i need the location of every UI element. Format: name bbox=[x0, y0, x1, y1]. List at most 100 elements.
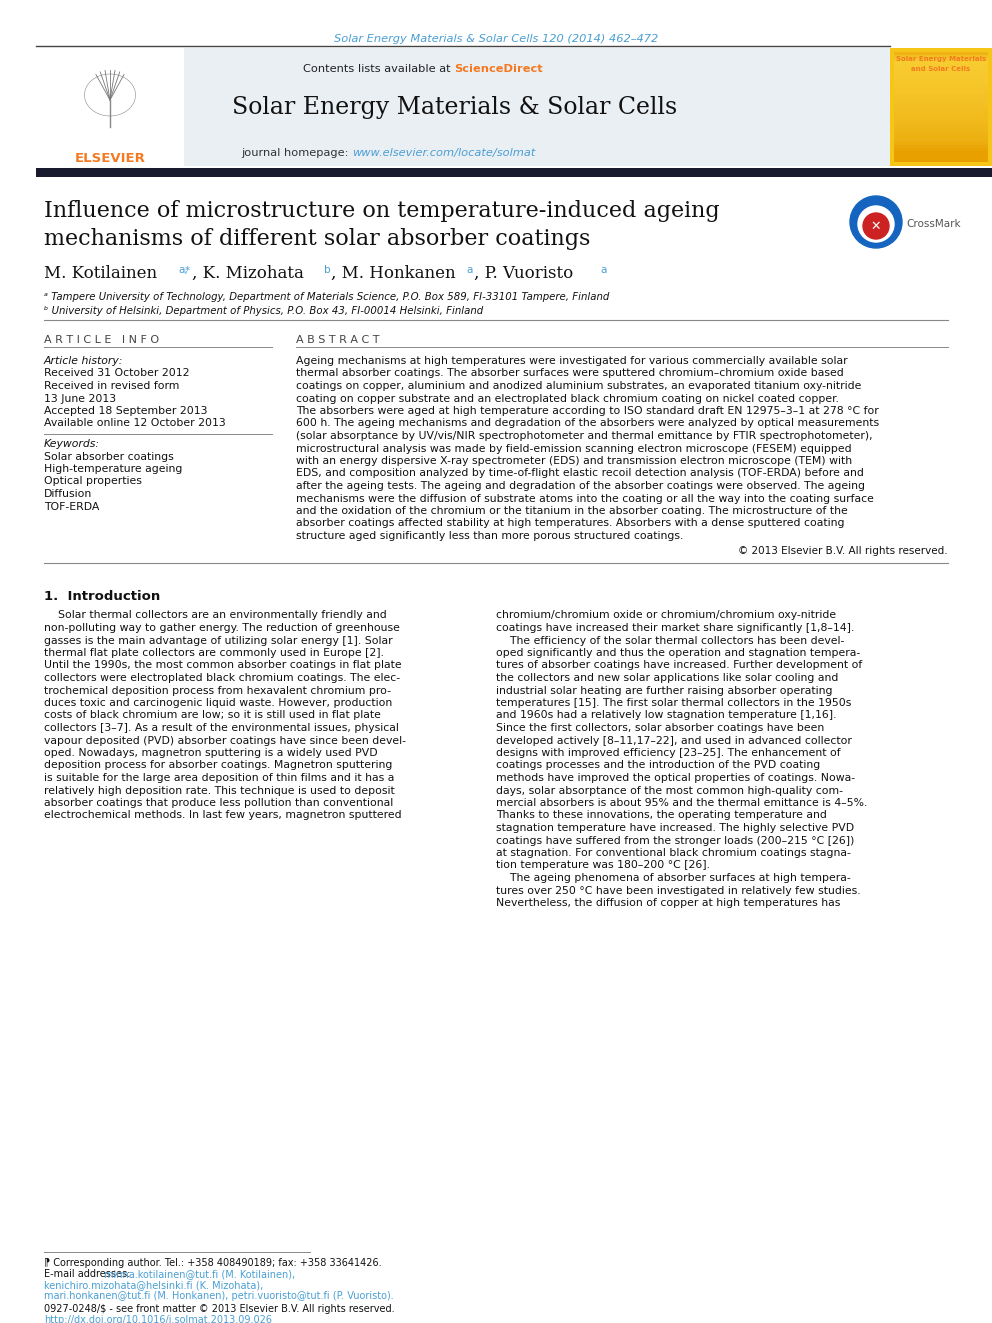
Text: coatings on copper, aluminium and anodized aluminium substrates, an evaporated t: coatings on copper, aluminium and anodiz… bbox=[296, 381, 861, 392]
Text: days, solar absorptance of the most common high-quality com-: days, solar absorptance of the most comm… bbox=[496, 786, 843, 795]
Text: ⁋ Corresponding author. Tel.: +358 408490189; fax: +358 33641426.: ⁋ Corresponding author. Tel.: +358 40849… bbox=[44, 1258, 382, 1267]
Text: Received in revised form: Received in revised form bbox=[44, 381, 180, 392]
Text: CrossMark: CrossMark bbox=[906, 220, 960, 229]
Text: developed actively [8–11,17–22], and used in advanced collector: developed actively [8–11,17–22], and use… bbox=[496, 736, 852, 745]
Text: a,: a, bbox=[178, 265, 187, 275]
Text: Optical properties: Optical properties bbox=[44, 476, 142, 487]
Text: coatings processes and the introduction of the PVD coating: coatings processes and the introduction … bbox=[496, 761, 820, 770]
Text: and the oxidation of the chromium or the titanium in the absorber coating. The m: and the oxidation of the chromium or the… bbox=[296, 505, 848, 516]
Text: A B S T R A C T: A B S T R A C T bbox=[296, 335, 380, 345]
Text: thermal absorber coatings. The absorber surfaces were sputtered chromium–chromiu: thermal absorber coatings. The absorber … bbox=[296, 369, 844, 378]
Text: tures over 250 °C have been investigated in relatively few studies.: tures over 250 °C have been investigated… bbox=[496, 885, 861, 896]
Text: b: b bbox=[324, 265, 330, 275]
Bar bbox=[894, 52, 988, 64]
Bar bbox=[894, 79, 988, 91]
Text: industrial solar heating are further raising absorber operating: industrial solar heating are further rai… bbox=[496, 685, 832, 696]
Bar bbox=[894, 118, 988, 130]
Text: Article history:: Article history: bbox=[44, 356, 123, 366]
Text: at stagnation. For conventional black chromium coatings stagna-: at stagnation. For conventional black ch… bbox=[496, 848, 851, 859]
Text: Solar absorber coatings: Solar absorber coatings bbox=[44, 451, 174, 462]
Text: designs with improved efficiency [23–25]. The enhancement of: designs with improved efficiency [23–25]… bbox=[496, 747, 840, 758]
Bar bbox=[894, 139, 988, 151]
Text: oped. Nowadays, magnetron sputtering is a widely used PVD: oped. Nowadays, magnetron sputtering is … bbox=[44, 747, 378, 758]
Text: chromium/chromium oxide or chromium/chromium oxy-nitride: chromium/chromium oxide or chromium/chro… bbox=[496, 610, 836, 620]
Text: ᵇ University of Helsinki, Department of Physics, P.O. Box 43, FI-00014 Helsinki,: ᵇ University of Helsinki, Department of … bbox=[44, 306, 483, 316]
Bar bbox=[894, 58, 988, 70]
Text: trochemical deposition process from hexavalent chromium pro-: trochemical deposition process from hexa… bbox=[44, 685, 391, 696]
Bar bbox=[890, 48, 992, 165]
Bar bbox=[894, 103, 988, 115]
Text: Until the 1990s, the most common absorber coatings in flat plate: Until the 1990s, the most common absorbe… bbox=[44, 660, 402, 671]
Text: www.elsevier.com/locate/solmat: www.elsevier.com/locate/solmat bbox=[352, 148, 536, 157]
Bar bbox=[894, 75, 988, 89]
Bar bbox=[894, 130, 988, 142]
Text: (solar absorptance by UV/vis/NIR spectrophotometer and thermal emittance by FTIR: (solar absorptance by UV/vis/NIR spectro… bbox=[296, 431, 873, 441]
Text: Solar Energy Materials & Solar Cells: Solar Energy Materials & Solar Cells bbox=[232, 97, 678, 119]
Text: minna.kotilainen@tut.fi (M. Kotilainen),: minna.kotilainen@tut.fi (M. Kotilainen), bbox=[104, 1269, 296, 1279]
Text: the collectors and new solar applications like solar cooling and: the collectors and new solar application… bbox=[496, 673, 838, 683]
Text: duces toxic and carcinogenic liquid waste. However, production: duces toxic and carcinogenic liquid wast… bbox=[44, 699, 392, 708]
Text: ✕: ✕ bbox=[871, 220, 881, 233]
Text: Accepted 18 September 2013: Accepted 18 September 2013 bbox=[44, 406, 207, 415]
Circle shape bbox=[858, 206, 894, 242]
Bar bbox=[894, 67, 988, 79]
Text: *: * bbox=[185, 266, 190, 277]
Text: gasses is the main advantage of utilizing solar energy [1]. Solar: gasses is the main advantage of utilizin… bbox=[44, 635, 393, 646]
Text: methods have improved the optical properties of coatings. Nowa-: methods have improved the optical proper… bbox=[496, 773, 855, 783]
Text: Available online 12 October 2013: Available online 12 October 2013 bbox=[44, 418, 226, 429]
Text: , K. Mizohata: , K. Mizohata bbox=[192, 265, 304, 282]
Bar bbox=[894, 97, 988, 108]
Text: kenichiro.mizohata@helsinki.fi (K. Mizohata),: kenichiro.mizohata@helsinki.fi (K. Mizoh… bbox=[44, 1279, 263, 1290]
Text: mechanisms of different solar absorber coatings: mechanisms of different solar absorber c… bbox=[44, 228, 590, 250]
Text: structure aged significantly less than more porous structured coatings.: structure aged significantly less than m… bbox=[296, 531, 683, 541]
Text: Solar Energy Materials & Solar Cells 120 (2014) 462–472: Solar Energy Materials & Solar Cells 120… bbox=[334, 34, 658, 44]
Text: Keywords:: Keywords: bbox=[44, 439, 100, 448]
Text: microstructural analysis was made by field-emission scanning electron microscope: microstructural analysis was made by fie… bbox=[296, 443, 851, 454]
Text: mechanisms were the diffusion of substrate atoms into the coating or all the way: mechanisms were the diffusion of substra… bbox=[296, 493, 874, 504]
Bar bbox=[894, 91, 988, 103]
Text: mari.honkanen@tut.fi (M. Honkanen), petri.vuoristo@tut.fi (P. Vuoristo).: mari.honkanen@tut.fi (M. Honkanen), petr… bbox=[44, 1291, 394, 1301]
Text: costs of black chromium are low; so it is still used in flat plate: costs of black chromium are low; so it i… bbox=[44, 710, 381, 721]
Text: collectors [3–7]. As a result of the environmental issues, physical: collectors [3–7]. As a result of the env… bbox=[44, 722, 399, 733]
Text: vapour deposited (PVD) absorber coatings have since been devel-: vapour deposited (PVD) absorber coatings… bbox=[44, 736, 406, 745]
Bar bbox=[894, 52, 988, 161]
Bar bbox=[36, 48, 890, 165]
Text: Solar thermal collectors are an environmentally friendly and: Solar thermal collectors are an environm… bbox=[44, 610, 387, 620]
Text: http://dx.doi.org/10.1016/j.solmat.2013.09.026: http://dx.doi.org/10.1016/j.solmat.2013.… bbox=[44, 1315, 272, 1323]
Bar bbox=[894, 124, 988, 136]
Text: 600 h. The ageing mechanisms and degradation of the absorbers were analyzed by o: 600 h. The ageing mechanisms and degrada… bbox=[296, 418, 879, 429]
Text: a: a bbox=[600, 265, 606, 275]
Text: Thanks to these innovations, the operating temperature and: Thanks to these innovations, the operati… bbox=[496, 811, 827, 820]
Text: coatings have suffered from the stronger loads (200–215 °C [26]): coatings have suffered from the stronger… bbox=[496, 836, 854, 845]
Text: tion temperature was 180–200 °C [26].: tion temperature was 180–200 °C [26]. bbox=[496, 860, 710, 871]
Bar bbox=[894, 106, 988, 118]
Text: The ageing phenomena of absorber surfaces at high tempera-: The ageing phenomena of absorber surface… bbox=[496, 873, 851, 882]
Text: Influence of microstructure on temperature-induced ageing: Influence of microstructure on temperatu… bbox=[44, 200, 719, 222]
Text: TOF-ERDA: TOF-ERDA bbox=[44, 501, 99, 512]
Text: , P. Vuoristo: , P. Vuoristo bbox=[474, 265, 573, 282]
Text: Received 31 October 2012: Received 31 October 2012 bbox=[44, 369, 189, 378]
Text: Ageing mechanisms at high temperatures were investigated for various commerciall: Ageing mechanisms at high temperatures w… bbox=[296, 356, 847, 366]
Text: and 1960s had a relatively low stagnation temperature [1,16].: and 1960s had a relatively low stagnatio… bbox=[496, 710, 836, 721]
Text: temperatures [15]. The first solar thermal collectors in the 1950s: temperatures [15]. The first solar therm… bbox=[496, 699, 851, 708]
Text: 0927-0248/$ - see front matter © 2013 Elsevier B.V. All rights reserved.: 0927-0248/$ - see front matter © 2013 El… bbox=[44, 1304, 395, 1314]
Bar bbox=[894, 64, 988, 75]
Bar bbox=[894, 101, 988, 112]
Text: Solar Energy Materials: Solar Energy Materials bbox=[896, 56, 986, 62]
Bar bbox=[894, 89, 988, 101]
Text: EDS, and composition analyzed by time-of-flight elastic recoil detection analysi: EDS, and composition analyzed by time-of… bbox=[296, 468, 864, 479]
Text: mercial absorbers is about 95% and the thermal emittance is 4–5%.: mercial absorbers is about 95% and the t… bbox=[496, 798, 867, 808]
Text: , M. Honkanen: , M. Honkanen bbox=[331, 265, 455, 282]
Bar bbox=[894, 108, 988, 120]
Text: and Solar Cells: and Solar Cells bbox=[912, 66, 970, 71]
Text: Contents lists available at: Contents lists available at bbox=[303, 64, 454, 74]
Text: oped significantly and thus the operation and stagnation tempera-: oped significantly and thus the operatio… bbox=[496, 648, 860, 658]
Bar bbox=[894, 73, 988, 85]
Bar bbox=[894, 112, 988, 124]
Text: absorber coatings affected stability at high temperatures. Absorbers with a dens: absorber coatings affected stability at … bbox=[296, 519, 844, 528]
Text: a: a bbox=[466, 265, 472, 275]
Text: The efficiency of the solar thermal collectors has been devel-: The efficiency of the solar thermal coll… bbox=[496, 635, 844, 646]
Circle shape bbox=[850, 196, 902, 247]
Text: after the ageing tests. The ageing and degradation of the absorber coatings were: after the ageing tests. The ageing and d… bbox=[296, 482, 865, 491]
Text: ELSEVIER: ELSEVIER bbox=[74, 152, 146, 165]
